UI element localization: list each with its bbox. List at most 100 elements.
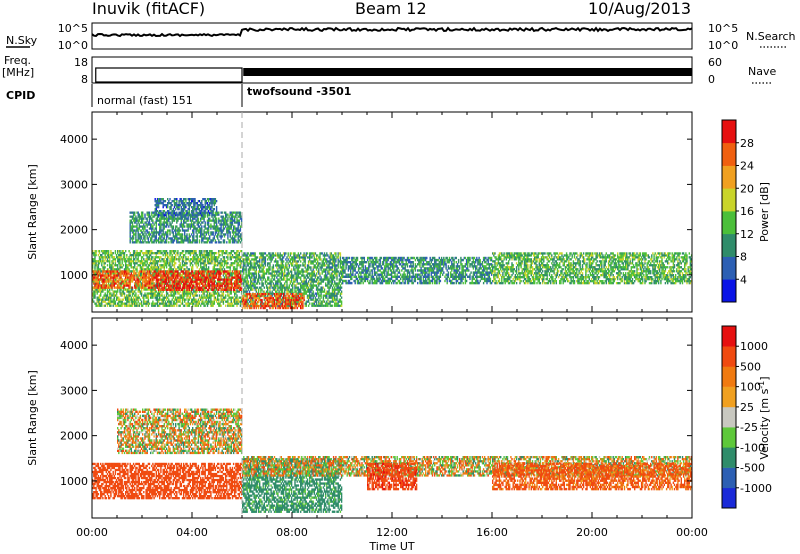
heatmap-cell: [188, 286, 190, 289]
heatmap-cell: [165, 290, 168, 293]
heatmap-cell: [254, 270, 256, 273]
heatmap-cell: [221, 217, 223, 220]
heatmap-cell: [165, 217, 168, 220]
heatmap-cell: [113, 292, 115, 295]
heatmap-cell: [145, 223, 147, 226]
heatmap-cell: [111, 252, 113, 255]
heatmap-cell: [167, 276, 169, 279]
heatmap-cell: [182, 213, 185, 216]
heatmap-cell: [172, 288, 175, 291]
heatmap-cell: [132, 272, 135, 275]
heatmap-cell: [214, 200, 217, 203]
heatmap-cell: [139, 282, 142, 285]
heatmap-cell: [193, 300, 195, 303]
heatmap-cell: [192, 268, 194, 271]
heatmap-cell: [210, 262, 212, 265]
heatmap-cell: [154, 210, 156, 213]
heatmap-cell: [245, 260, 247, 263]
heatmap-cell: [212, 237, 214, 240]
heatmap-cell: [150, 258, 152, 261]
heatmap-cell: [98, 286, 101, 289]
heatmap-cell: [236, 254, 238, 257]
heatmap-cell: [240, 237, 243, 240]
heatmap-cell: [259, 262, 261, 265]
heatmap-cell: [203, 210, 205, 213]
heatmap-cell: [214, 264, 217, 267]
heatmap-cell: [154, 239, 156, 242]
heatmap-cell: [232, 276, 235, 279]
heatmap-cell: [197, 200, 200, 203]
heatmap-cell: [151, 250, 153, 253]
heatmap-cell: [176, 302, 178, 305]
heatmap-cell: [237, 231, 239, 234]
heatmap-cell: [157, 282, 160, 285]
heatmap-cell: [173, 204, 176, 207]
heatmap-cell: [125, 284, 127, 287]
heatmap-cell: [184, 225, 186, 228]
heatmap-cell: [144, 225, 146, 228]
heatmap-cell: [155, 302, 157, 305]
heatmap-cell: [226, 223, 228, 226]
heatmap-cell: [203, 219, 205, 222]
heatmap-cell: [189, 219, 192, 222]
heatmap-cell: [152, 219, 154, 222]
heatmap-cell: [202, 274, 204, 277]
heatmap-cell: [164, 274, 167, 277]
heatmap-cell: [203, 252, 205, 255]
heatmap-cell: [206, 268, 209, 271]
heatmap-cell: [117, 274, 119, 277]
heatmap-cell: [151, 286, 153, 289]
heatmap-cell: [194, 304, 196, 307]
heatmap-cell: [192, 280, 194, 283]
heatmap-cell: [171, 250, 173, 253]
heatmap-cell: [154, 288, 156, 291]
heatmap-cell: [182, 215, 185, 218]
heatmap-cell: [214, 252, 217, 255]
heatmap-cell: [256, 280, 259, 283]
heatmap-cell: [237, 215, 239, 218]
heatmap-cell: [103, 260, 105, 263]
heatmap-cell: [192, 210, 194, 213]
heatmap-cell: [157, 215, 160, 218]
heatmap-cell: [214, 239, 217, 242]
heatmap-cell: [178, 282, 180, 285]
heatmap-cell: [162, 266, 164, 269]
heatmap-cell: [100, 286, 102, 289]
heatmap-cell: [153, 294, 155, 297]
heatmap-cell: [240, 290, 243, 293]
heatmap-cell: [217, 233, 219, 236]
heatmap-cell: [178, 272, 180, 275]
heatmap-cell: [94, 276, 96, 279]
heatmap-cell: [92, 264, 94, 267]
heatmap-cell: [167, 272, 169, 275]
heatmap-cell: [98, 268, 101, 271]
heatmap-cell: [136, 239, 138, 242]
heatmap-cell: [214, 292, 217, 295]
heatmap-cell: [255, 282, 257, 285]
heatmap-cell: [155, 237, 157, 240]
heatmap-cell: [200, 276, 202, 279]
heatmap-cell: [211, 256, 213, 259]
heatmap-cell: [94, 294, 96, 297]
heatmap-cell: [171, 280, 173, 283]
heatmap-cell: [121, 292, 123, 295]
heatmap-cell: [225, 274, 227, 277]
heatmap-cell: [134, 286, 136, 289]
heatmap-cell: [204, 258, 206, 261]
heatmap-cell: [110, 284, 112, 287]
heatmap-cell: [165, 241, 168, 244]
heatmap-cell: [231, 272, 234, 275]
heatmap-cell: [98, 260, 101, 263]
heatmap-cell: [96, 268, 98, 271]
heatmap-cell: [211, 231, 213, 234]
heatmap-cell: [222, 302, 225, 305]
heatmap-cell: [173, 286, 176, 289]
heatmap-cell: [227, 258, 229, 261]
heatmap-cell: [188, 304, 190, 307]
heatmap-cell: [113, 300, 115, 303]
heatmap-cell: [156, 298, 159, 301]
heatmap-cell: [248, 270, 251, 273]
heatmap-cell: [115, 290, 118, 293]
heatmap-cell: [227, 288, 229, 291]
heatmap-cell: [111, 294, 113, 297]
